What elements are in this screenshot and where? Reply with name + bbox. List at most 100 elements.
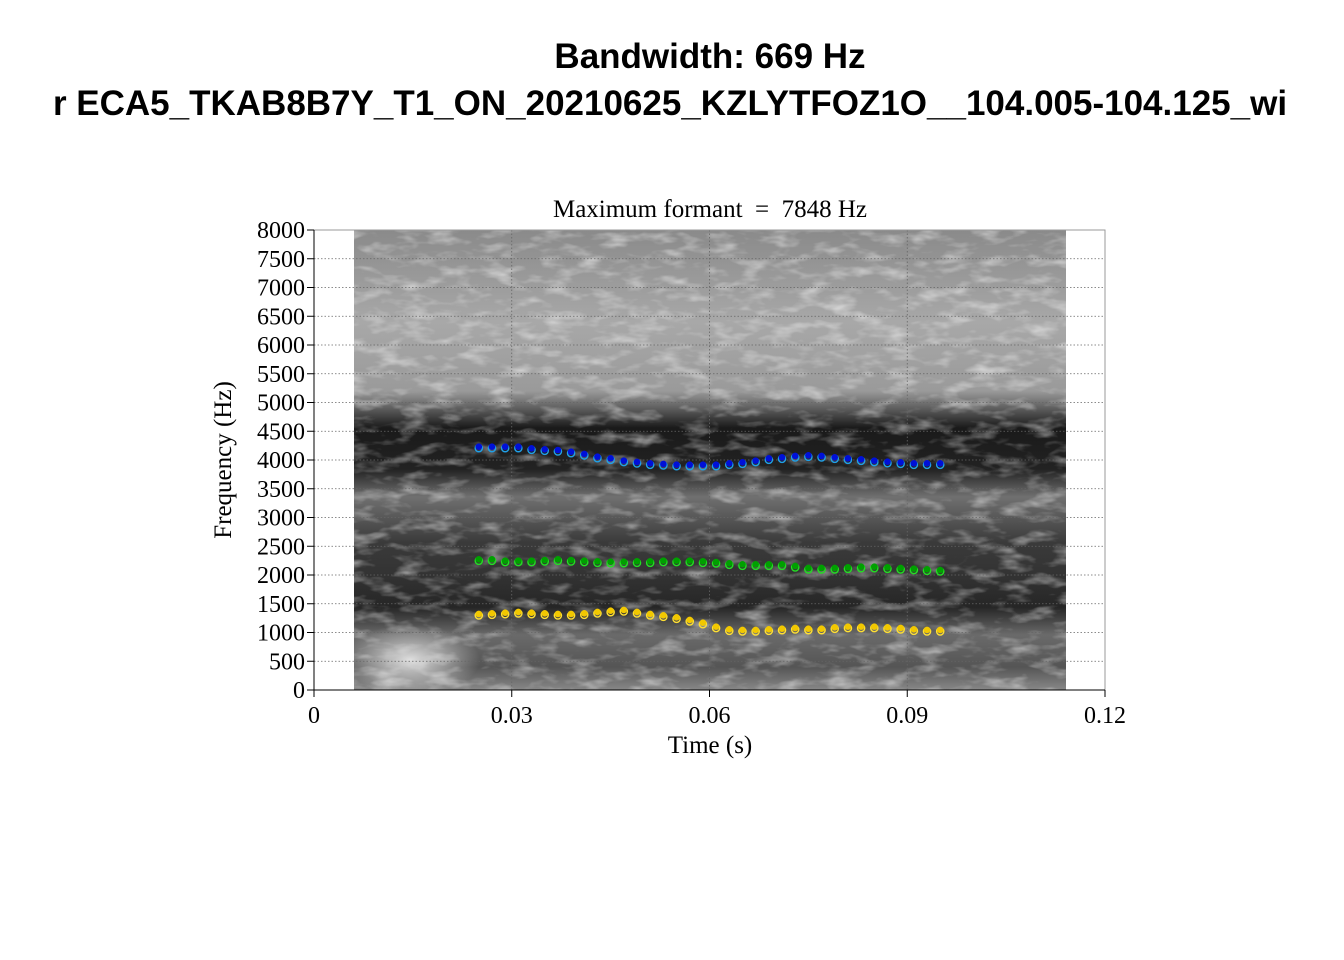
formant-f1-point <box>528 609 535 616</box>
formant-f3-point <box>515 443 522 450</box>
formant-f3-point <box>752 457 759 464</box>
formant-f3-point <box>594 453 601 460</box>
formant-f1-point <box>739 626 746 634</box>
formant-f1-point <box>699 619 707 626</box>
formant-f3-point <box>567 448 575 455</box>
formant-f3-point <box>580 450 588 458</box>
y-tick-label: 4500 <box>257 419 305 445</box>
formant-f3-point <box>857 456 865 463</box>
formant-f1-point <box>897 624 904 632</box>
formant-f2-point <box>541 556 549 564</box>
y-tick-label: 8000 <box>257 218 305 244</box>
formant-f3-point <box>646 460 654 467</box>
formant-f1-point <box>541 609 549 617</box>
formant-f3-point <box>725 460 733 467</box>
formant-f1-point <box>857 623 865 630</box>
formant-f1-point <box>554 610 562 618</box>
formant-f2-point <box>739 561 746 568</box>
formant-f2-point <box>554 556 562 563</box>
formant-f2-point <box>844 563 852 571</box>
formant-f2-point <box>594 558 601 565</box>
formant-f2-point <box>488 556 496 563</box>
formant-f2-point <box>897 564 904 572</box>
y-tick-label: 4000 <box>257 448 305 474</box>
max-formant-label: Maximum formant = 7848 Hz <box>553 196 867 223</box>
formant-f3-point <box>488 443 496 450</box>
formant-f3-point <box>607 455 614 462</box>
x-tick-label: 0.09 <box>886 703 928 729</box>
formant-f1-point <box>725 626 733 633</box>
formant-f3-point <box>660 460 667 468</box>
formant-f1-point <box>660 612 667 619</box>
formant-f1-point <box>844 623 852 630</box>
formant-f3-point <box>884 458 891 465</box>
formant-f2-point <box>580 557 588 564</box>
y-tick-label: 7500 <box>257 247 305 273</box>
formant-f2-point <box>884 563 891 571</box>
y-tick-label: 500 <box>269 649 305 675</box>
formant-f2-point <box>686 557 694 564</box>
x-axis-label: Time (s) <box>668 732 753 759</box>
y-tick-label: 1500 <box>257 592 305 618</box>
formant-f3-point <box>805 452 812 459</box>
formant-f1-point <box>686 616 694 624</box>
y-tick-label: 3500 <box>257 477 305 503</box>
formant-f1-point <box>870 623 878 630</box>
y-tick-label: 3000 <box>257 506 305 532</box>
formant-f2-point <box>712 558 720 566</box>
chart-subtitle-filename: r ECA5_TKAB8B7Y_T1_ON_20210625_KZLYTFOZ1… <box>53 84 1287 123</box>
formant-f2-point <box>923 566 931 573</box>
formant-f1-point <box>818 625 825 632</box>
formant-f1-point <box>515 608 522 616</box>
x-tick-label: 0 <box>308 703 320 729</box>
formant-f3-point <box>897 459 904 466</box>
formant-f3-point <box>936 460 944 467</box>
y-tick-label: 5000 <box>257 391 305 417</box>
formant-f3-point <box>699 461 707 468</box>
y-tick-label: 2500 <box>257 534 305 560</box>
formant-f1-point <box>646 610 654 618</box>
formant-f3-point <box>739 459 746 466</box>
formant-f1-point <box>488 609 496 617</box>
formant-f3-point <box>765 455 773 462</box>
formant-f2-point <box>646 558 654 565</box>
formant-f3-point <box>633 458 641 466</box>
formant-f2-point <box>778 561 786 568</box>
formant-f2-point <box>870 563 878 570</box>
y-tick-label: 1000 <box>257 621 305 647</box>
formant-f1-point <box>567 610 575 618</box>
formant-f1-point <box>765 626 773 633</box>
formant-f2-point <box>475 556 483 563</box>
formant-f1-point <box>475 610 483 618</box>
formant-f3-point <box>712 461 720 468</box>
formant-f2-point <box>660 557 667 564</box>
formant-f3-point <box>844 455 852 462</box>
formant-f2-point <box>752 561 759 568</box>
formant-f3-point <box>528 445 535 452</box>
y-axis-label: Frequency (Hz) <box>210 381 237 539</box>
y-tick-label: 7000 <box>257 276 305 302</box>
formant-f1-point <box>633 608 641 616</box>
formant-f2-point <box>607 558 614 565</box>
formant-f2-point <box>699 558 707 565</box>
formant-f2-point <box>936 566 944 574</box>
formant-f2-point <box>673 557 680 564</box>
chart-title: Bandwidth: 669 Hz <box>554 37 865 76</box>
formant-f2-point <box>791 562 799 570</box>
formant-f1-point <box>805 625 812 632</box>
formant-f3-point <box>791 452 799 460</box>
formant-f3-point <box>831 453 839 461</box>
formant-f3-point <box>620 457 628 464</box>
formant-f2-point <box>620 558 628 565</box>
y-tick-label: 5500 <box>257 362 305 388</box>
y-tick-label: 6500 <box>257 304 305 330</box>
y-tick-label: 2000 <box>257 563 305 589</box>
formant-f1-point <box>923 626 931 634</box>
formant-f2-point <box>633 558 641 565</box>
formant-f3-point <box>870 457 878 464</box>
formant-f1-point <box>884 624 891 631</box>
formant-f2-point <box>805 564 812 572</box>
formant-f2-point <box>831 564 839 572</box>
formant-f3-point <box>501 443 509 450</box>
